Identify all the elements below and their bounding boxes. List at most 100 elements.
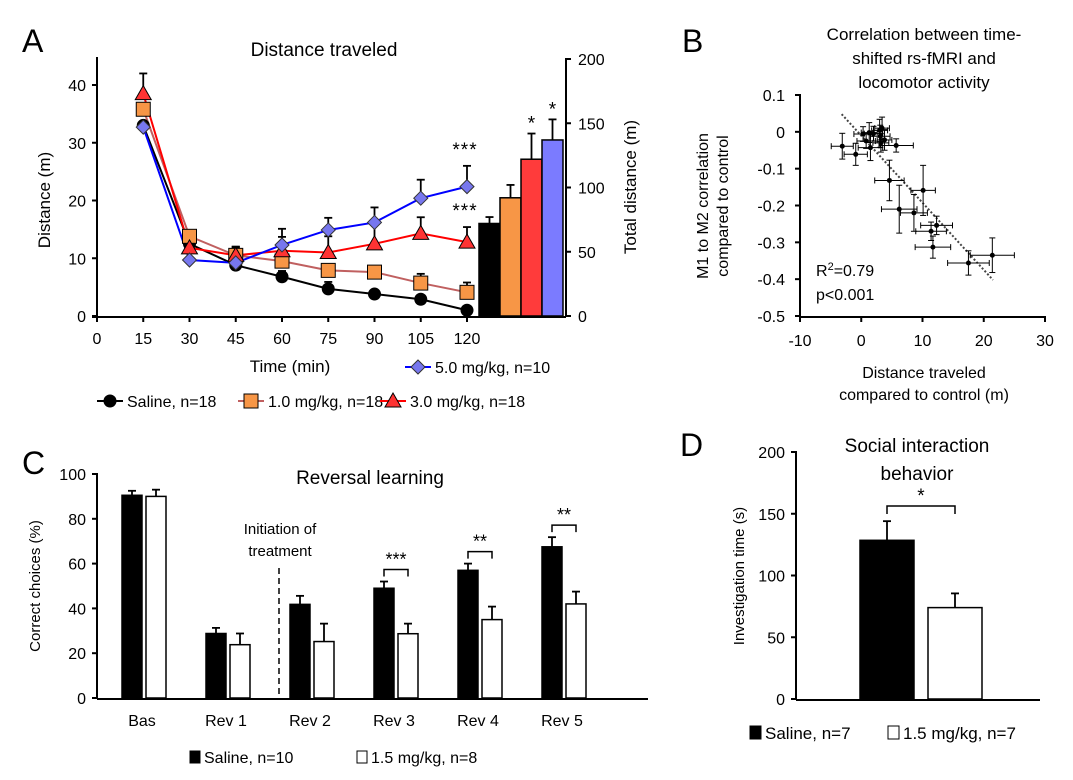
panel-b-xtick-label: -10 — [788, 333, 811, 350]
panel-a-xtick-label: 90 — [366, 331, 384, 348]
panel-c-bar-1 — [145, 495, 167, 699]
panel-b-ytick-label: 0 — [776, 125, 785, 142]
series-line-0 — [142, 125, 468, 312]
panel-b-ytick-label: -0.5 — [757, 309, 785, 326]
series-line-1 — [142, 108, 468, 294]
scatter-point-group — [914, 235, 952, 259]
data-point-3 — [459, 178, 475, 195]
scatter-point — [877, 133, 883, 139]
panel-c-xtick-label: Rev 5 — [541, 713, 583, 730]
panel-a-ytick-label: 20 — [68, 194, 86, 211]
data-point-3 — [320, 222, 336, 238]
data-point-0 — [414, 292, 428, 306]
data-point-0 — [368, 287, 381, 301]
significance-marker: ** — [557, 505, 571, 525]
panel-b-ytick-label: 0.1 — [763, 88, 785, 105]
data-point-2 — [365, 234, 384, 251]
panel-d-bar-chart: Social interaction behavior Investigatio… — [731, 436, 1040, 743]
panel-c-xtick-label: Rev 1 — [205, 713, 247, 730]
legend-label: 1.5 mg/kg, n=7 — [903, 724, 1016, 743]
panel-a-xtick-label: 75 — [319, 331, 337, 348]
panel-a-xtick-label: 0 — [93, 331, 102, 348]
panel-b-ylabel-line-2: compared to control — [715, 135, 732, 276]
panel-c-annotation-line-1: Initiation of — [244, 521, 317, 538]
panel-c-ytick-label: 20 — [68, 646, 86, 663]
panel-a-line-chart: Distance traveled Distance (m) Time (min… — [35, 40, 550, 411]
inset-bar-2 — [520, 158, 543, 317]
panel-c-ytick-label: 100 — [59, 467, 86, 484]
significance-bracket — [383, 568, 409, 577]
data-point-0 — [460, 303, 474, 317]
scatter-point — [930, 244, 936, 250]
panel-a-ytick-label: 30 — [68, 136, 86, 153]
series-line-3 — [142, 126, 468, 264]
scatter-point-group — [947, 250, 990, 276]
panel-b-ytick-label: -0.2 — [757, 199, 785, 216]
inset-ytick-label: 200 — [578, 52, 605, 69]
significance-marker: *** — [452, 140, 477, 161]
panel-c-bar-1 — [565, 603, 587, 699]
legend-label: Saline, n=18 — [127, 394, 217, 411]
panel-d-bar-1 — [927, 606, 983, 700]
panel-c-bar-0 — [289, 603, 311, 699]
panel-c-xtick-label: Bas — [128, 713, 156, 730]
inset-significance: * — [549, 99, 557, 120]
scatter-point — [867, 145, 873, 151]
panel-d-bar-0 — [859, 539, 915, 700]
panel-a-xtick-label: 60 — [273, 331, 291, 348]
significance-marker: *** — [452, 201, 477, 222]
panel-b-ytick-label: -0.1 — [757, 162, 785, 179]
significance-marker: *** — [385, 550, 406, 570]
data-point-2 — [458, 233, 476, 249]
legend-marker — [243, 393, 259, 409]
scatter-point-group — [878, 138, 914, 153]
scatter-point-group — [830, 132, 854, 160]
data-point-2 — [411, 224, 430, 240]
panel-b-title-line-1: Correlation between time- — [827, 25, 1022, 44]
scatter-point — [882, 137, 888, 143]
panel-b-scatter-chart: Correlation between time- shifted rs-fMR… — [695, 25, 1054, 404]
panel-c-bar-1 — [229, 643, 251, 699]
panel-d-ylabel: Investigation time (s) — [731, 507, 748, 645]
panel-d-ytick-label: 200 — [758, 445, 785, 462]
panel-a-ytick-label: 0 — [77, 309, 86, 326]
scatter-point — [853, 151, 859, 157]
panel-d-ytick-label: 100 — [758, 569, 785, 586]
legend-swatch — [749, 725, 762, 740]
scatter-point-group — [874, 159, 905, 202]
panel-c-ytick-label: 60 — [68, 557, 86, 574]
panel-c-ytick-label: 80 — [68, 512, 86, 529]
panel-a-inset-ylabel: Total distance (m) — [621, 120, 640, 254]
legend-label: Saline, n=7 — [765, 724, 851, 743]
scatter-point — [839, 143, 845, 149]
legend-label: 1.0 mg/kg, n=18 — [268, 394, 383, 411]
panel-c-xtick-label: Rev 2 — [289, 713, 331, 730]
panel-c-bar-1 — [481, 618, 503, 699]
legend-label: 5.0 mg/kg, n=10 — [435, 360, 550, 377]
panel-c-bar-0 — [373, 587, 395, 699]
legend-marker — [410, 359, 426, 375]
panel-b-r-squared: R2=0.79 — [816, 261, 874, 280]
panel-b-title-line-2: shifted rs-fMRI and — [852, 49, 996, 68]
scatter-point — [886, 177, 892, 183]
panel-c-xtick-label: Rev 3 — [373, 713, 415, 730]
panel-c-bar-0 — [457, 569, 479, 699]
panel-c-ytick-label: 0 — [77, 691, 86, 708]
scatter-point — [920, 187, 926, 193]
scatter-point — [989, 252, 995, 258]
scatter-point — [911, 210, 917, 216]
inset-bar-0 — [478, 222, 501, 317]
data-point-1 — [413, 275, 429, 291]
legend-item: 5.0 mg/kg, n=10 — [405, 359, 550, 377]
panel-a-xtick-label: 120 — [454, 331, 481, 348]
significance-bracket — [551, 524, 577, 533]
panel-label-d: D — [680, 427, 703, 463]
panel-a-title: Distance traveled — [251, 40, 398, 61]
inset-ytick-label: 100 — [578, 181, 605, 198]
legend-item: Saline, n=18 — [97, 394, 217, 411]
panel-b-xtick-label: 20 — [975, 333, 993, 350]
panel-a-xtick-label: 15 — [134, 331, 152, 348]
scatter-point-group — [880, 184, 918, 234]
panel-a-xtick-label: 30 — [181, 331, 199, 348]
